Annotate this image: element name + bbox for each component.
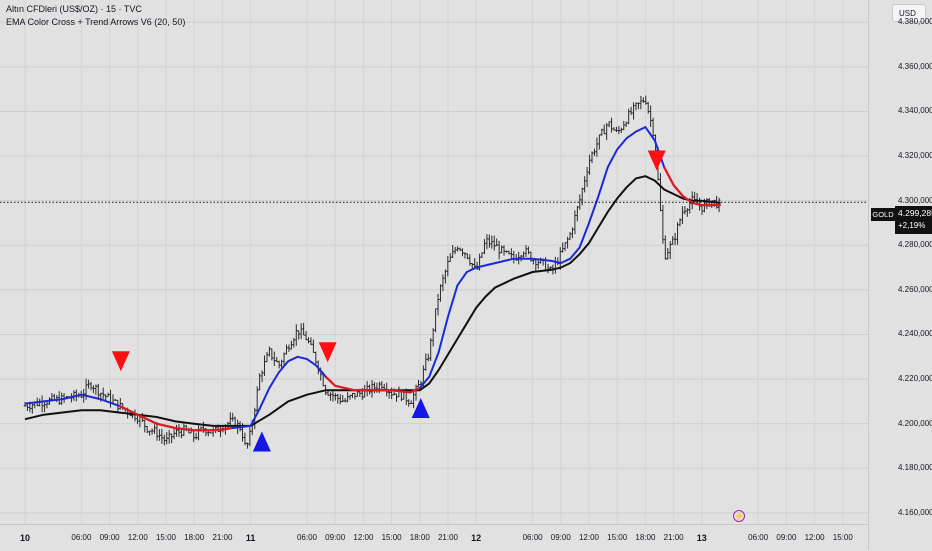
time-tick-label: 13 xyxy=(696,533,707,543)
buy-arrow-icon xyxy=(411,398,430,419)
price-tick-label: 4.260,000 xyxy=(898,284,932,294)
time-tick-label: 21:00 xyxy=(212,533,233,542)
price-tick-label: 4.240,000 xyxy=(898,329,932,339)
time-tick-label: 11 xyxy=(245,533,256,543)
buy-arrow-icon xyxy=(252,431,271,452)
last-price-tag: 4.299,285 +2,19% xyxy=(895,206,932,234)
time-axis[interactable] xyxy=(0,524,868,551)
grid-lines xyxy=(0,0,868,524)
price-tick-label: 4.200,000 xyxy=(898,418,932,428)
time-tick-label: 15:00 xyxy=(155,533,177,542)
last-price-value: 4.299,285 xyxy=(898,208,932,218)
price-tick-label: 4.380,000 xyxy=(898,17,932,27)
indicator-legend[interactable]: EMA Color Cross + Trend Arrows V6 (20, 5… xyxy=(6,17,186,27)
time-tick-label: 06:00 xyxy=(522,533,543,542)
symbol-title[interactable]: Altın CFDleri (US$/OZ) · 15 · TVC xyxy=(6,4,142,14)
time-tick-label: 06:00 xyxy=(748,533,769,542)
time-tick-label: 10 xyxy=(19,533,31,543)
price-tick-label: 4.360,000 xyxy=(898,61,932,71)
symbol-tag: GOLD xyxy=(871,208,895,221)
lightning-icon[interactable]: ⚡ xyxy=(733,510,745,522)
price-bars xyxy=(23,95,721,449)
time-tick-label: 09:00 xyxy=(550,533,571,542)
time-tick-label: 09:00 xyxy=(325,533,346,542)
price-axis[interactable] xyxy=(868,0,932,550)
time-tick-label: 06:00 xyxy=(71,533,92,542)
sell-arrow-icon xyxy=(647,150,666,171)
trend-arrows xyxy=(111,150,666,452)
ema-50-line xyxy=(24,175,721,427)
price-tick-label: 4.180,000 xyxy=(898,463,932,473)
ema-20-bearish-segment xyxy=(325,376,421,394)
price-tick-label: 4.160,000 xyxy=(898,507,932,517)
price-tick-label: 4.340,000 xyxy=(898,106,932,116)
time-tick-label: 12:00 xyxy=(578,533,600,542)
time-tick-label: 15:00 xyxy=(832,533,853,542)
time-tick-label: 09:00 xyxy=(99,533,120,542)
time-tick-label: 15:00 xyxy=(381,533,402,542)
time-tick-label: 06:00 xyxy=(296,533,318,542)
time-tick-label: 12 xyxy=(471,533,482,543)
time-tick-label: 18:00 xyxy=(635,533,656,542)
last-price-change: +2,19% xyxy=(898,221,926,230)
time-tick-label: 21:00 xyxy=(437,533,459,542)
time-tick-label: 18:00 xyxy=(409,533,430,542)
price-tick-label: 4.300,000 xyxy=(898,195,932,205)
ema-20-bearish-segment xyxy=(118,404,232,432)
currency-button[interactable]: USD xyxy=(892,4,926,22)
time-tick-label: 21:00 xyxy=(663,533,684,542)
price-tick-label: 4.220,000 xyxy=(898,374,932,384)
price-chart[interactable] xyxy=(0,0,868,524)
price-tick-label: 4.320,000 xyxy=(898,151,932,161)
ema-lines xyxy=(24,125,721,432)
time-tick-label: 12:00 xyxy=(353,533,374,542)
time-tick-label: 18:00 xyxy=(184,533,205,542)
sell-arrow-icon xyxy=(111,351,130,372)
ema-20-bearish-segment xyxy=(663,166,721,207)
price-tick-label: 4.280,000 xyxy=(898,240,932,250)
chart-area[interactable] xyxy=(0,0,868,524)
sell-arrow-icon xyxy=(318,342,337,363)
time-tick-label: 12:00 xyxy=(127,533,148,542)
time-tick-label: 15:00 xyxy=(607,533,628,542)
time-tick-label: 12:00 xyxy=(804,533,825,542)
time-tick-label: 09:00 xyxy=(776,533,797,542)
